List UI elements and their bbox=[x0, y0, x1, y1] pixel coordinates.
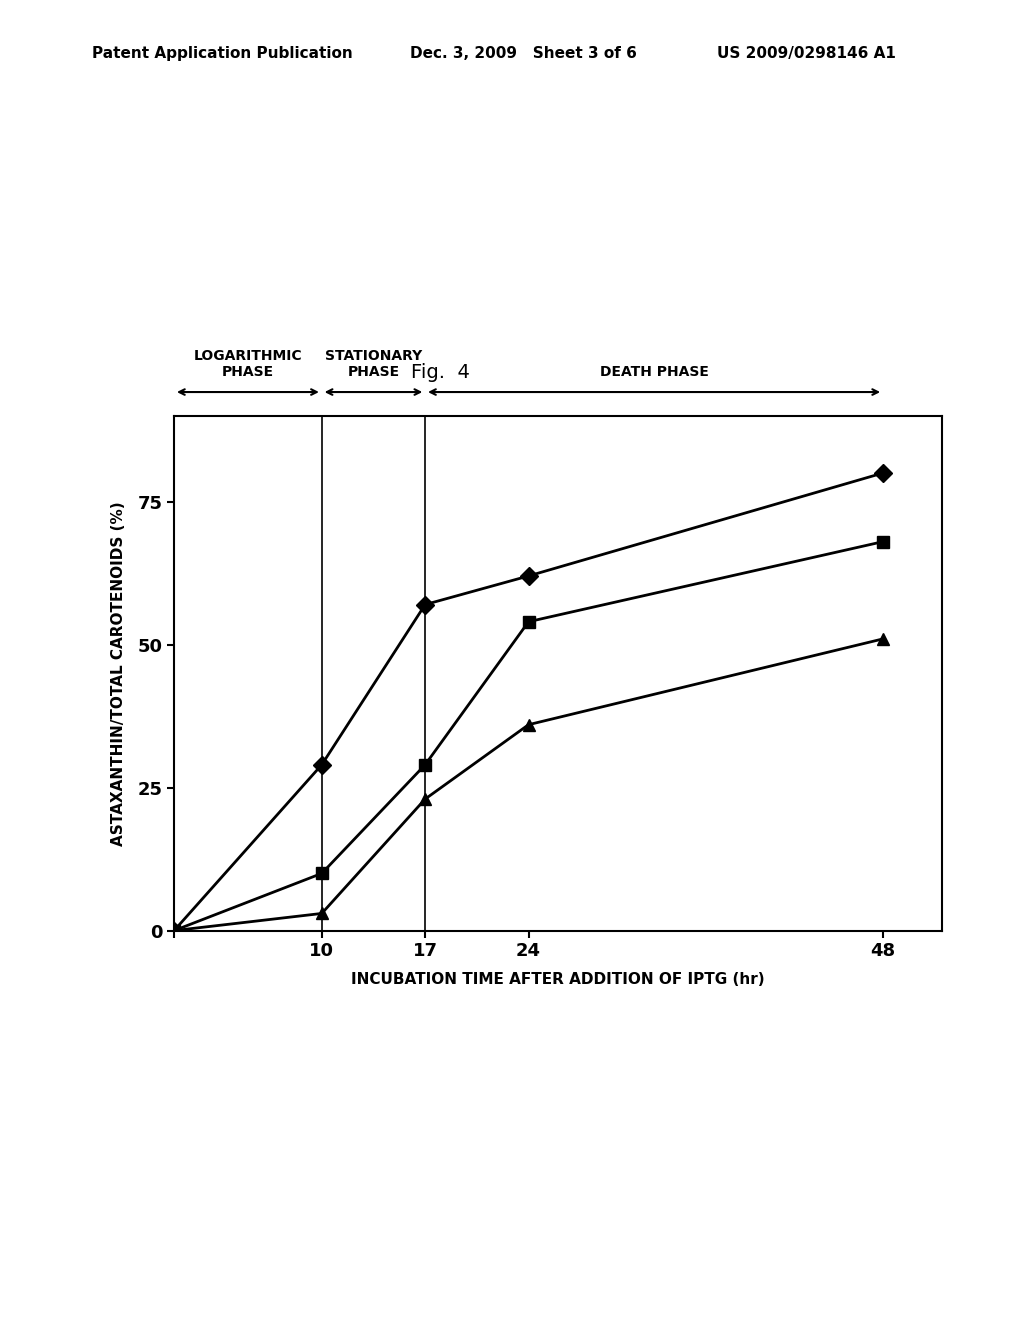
Y-axis label: ASTAXANTHIN/TOTAL CAROTENOIDS (%): ASTAXANTHIN/TOTAL CAROTENOIDS (%) bbox=[112, 500, 126, 846]
Text: Fig.  4: Fig. 4 bbox=[411, 363, 470, 381]
Text: US 2009/0298146 A1: US 2009/0298146 A1 bbox=[717, 46, 896, 61]
X-axis label: INCUBATION TIME AFTER ADDITION OF IPTG (hr): INCUBATION TIME AFTER ADDITION OF IPTG (… bbox=[351, 972, 765, 986]
Text: Dec. 3, 2009   Sheet 3 of 6: Dec. 3, 2009 Sheet 3 of 6 bbox=[410, 46, 637, 61]
Text: DEATH PHASE: DEATH PHASE bbox=[600, 364, 709, 379]
Text: Patent Application Publication: Patent Application Publication bbox=[92, 46, 353, 61]
Text: STATIONARY
PHASE: STATIONARY PHASE bbox=[325, 348, 422, 379]
Text: LOGARITHMIC
PHASE: LOGARITHMIC PHASE bbox=[194, 348, 302, 379]
